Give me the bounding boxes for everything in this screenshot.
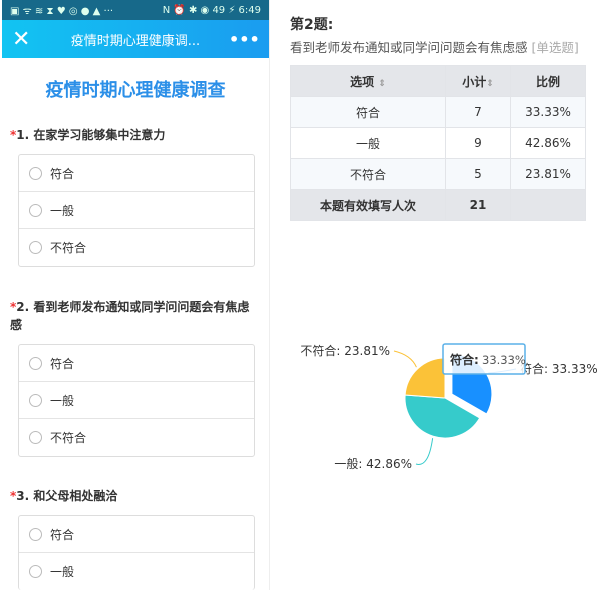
label-line (393, 350, 417, 368)
option-radio[interactable]: 一般 (19, 192, 254, 229)
slice-label: 不符合: 23.81% (300, 343, 390, 358)
radio-icon[interactable] (29, 527, 42, 541)
mobile-survey: ▣ ᯤ ≋ ⧗ ♥ ◎ ● ▲ ··· N ⏰ ✱ ◉ 49 ⚡ 6:49 ✕ … (2, 0, 270, 590)
option-radio[interactable]: 符合 (19, 155, 254, 192)
pie-chart: 符合: 33.33% 一般: 42.86% 不符合: 23.81% 符合: 33.33% (300, 343, 598, 471)
option-radio[interactable]: 符合 (19, 345, 254, 382)
table-footer: 本题有效填写人次 21 (290, 189, 586, 221)
sort-icon: ⇕ (486, 78, 494, 89)
tooltip-value: 33.33% (482, 353, 526, 367)
more-icon[interactable]: ••• (229, 29, 260, 49)
result-panel: 第2题: 看到老师发布通知或同学问问题会有焦虑感 [单选题] 选项 ⇕ 小计⇕ … (290, 14, 600, 221)
slice-label: 符合: 33.33% (520, 361, 598, 376)
question-1-label: *1. 在家学习能够集中注意力 (10, 128, 166, 142)
question-type: [单选题] (531, 40, 579, 55)
question-3-label: *3. 和父母相处融洽 (10, 489, 118, 503)
question-2-options: 符合 一般 不符合 (18, 344, 255, 457)
option-radio[interactable]: 不符合 (19, 229, 254, 266)
option-radio[interactable]: 一般 (19, 382, 254, 419)
status-bar: ▣ ᯤ ≋ ⧗ ♥ ◎ ● ▲ ··· N ⏰ ✱ ◉ 49 ⚡ 6:49 (2, 0, 269, 20)
tooltip (442, 343, 526, 375)
option-radio[interactable]: 不符合 (19, 419, 254, 456)
sort-icon: ⇕ (378, 78, 386, 89)
label-line (415, 438, 434, 465)
pie-slice-1[interactable] (404, 394, 481, 439)
status-icons-right: N ⏰ ✱ ◉ 49 ⚡ 6:49 (162, 4, 261, 16)
close-icon[interactable]: ✕ (12, 26, 31, 52)
question-text: 看到老师发布通知或同学问问题会有焦虑感 [单选题] (290, 40, 579, 55)
radio-icon[interactable] (29, 431, 42, 444)
header-percent: 比例 (510, 65, 586, 97)
header-option[interactable]: 选项 ⇕ (290, 65, 446, 97)
option-radio[interactable]: 一般 (19, 553, 254, 590)
slice-label: 一般: 42.86% (334, 456, 412, 471)
pie-slice-2[interactable] (404, 357, 446, 399)
question-3-options: 符合 一般 (18, 515, 255, 590)
radio-icon[interactable] (29, 565, 42, 578)
survey-title: 疫情时期心理健康调查 (45, 80, 226, 101)
radio-icon[interactable] (29, 356, 42, 370)
radio-icon[interactable] (29, 241, 42, 254)
tooltip-name: 符合: (450, 352, 479, 367)
nav-title: 疫情时期心理健康调... (70, 33, 201, 49)
status-icons-left: ▣ ᯤ ≋ ⧗ ♥ ◎ ● ▲ ··· (10, 6, 114, 17)
nav-bar: ✕ 疫情时期心理健康调... ••• (2, 20, 269, 58)
radio-icon[interactable] (29, 166, 42, 180)
question-number: 第2题: (290, 17, 334, 33)
result-table: 选项 ⇕ 小计⇕ 比例 符合 7 33.33% 一般 9 42.86% 不符合 5 23.8… (290, 65, 586, 221)
table-row: 不符合 5 23.81% (290, 158, 586, 190)
table-row: 一般 9 42.86% (290, 127, 586, 159)
question-2-label: *2. 看到老师发布通知或同学问问题会有焦虑感 (10, 300, 250, 332)
question-1-options: 符合 一般 不符合 (18, 154, 255, 267)
table-row: 符合 7 33.33% (290, 96, 586, 128)
option-radio[interactable]: 符合 (19, 516, 254, 553)
radio-icon[interactable] (29, 203, 42, 217)
radio-icon[interactable] (29, 393, 42, 407)
header-count[interactable]: 小计⇕ (445, 65, 511, 97)
